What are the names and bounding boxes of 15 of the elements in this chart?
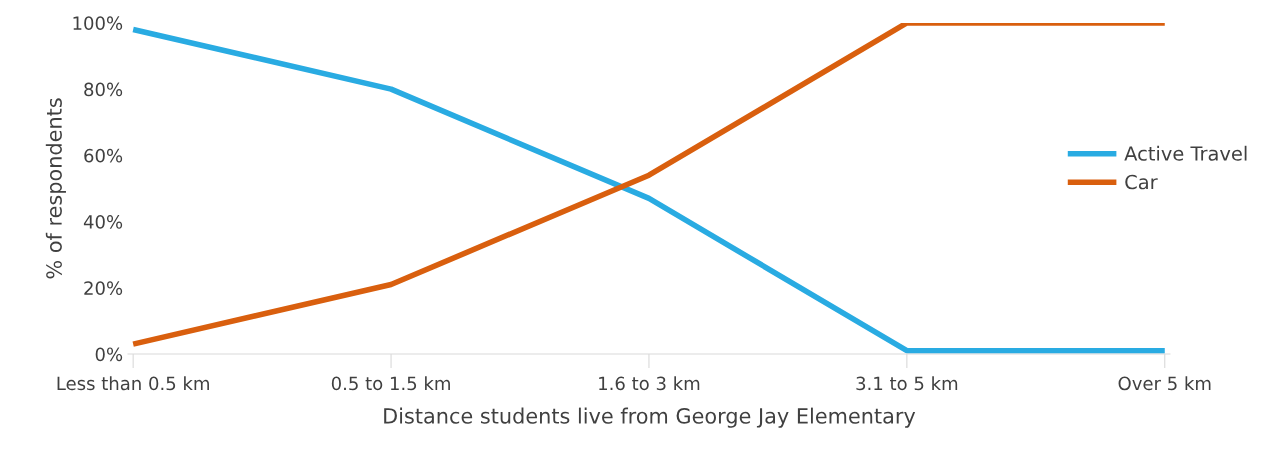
x-axis-title: Distance students live from George Jay Elementary [384, 407, 916, 428]
y-tick-label: 60% [84, 148, 123, 163]
y-tick-label: 20% [84, 281, 123, 295]
y-axis-title: % of respondents [45, 98, 66, 279]
x-tick-label: 3.1 to 5 km [856, 376, 958, 391]
legend-label: Active Travel [1124, 145, 1247, 161]
x-tick-label: Less than 0.5 km [57, 376, 209, 391]
legend-label: Car [1125, 174, 1158, 190]
y-tick-label: 80% [84, 82, 123, 97]
x-tick-label: Over 5 km [1118, 376, 1211, 391]
x-tick-label: 0.5 to 1.5 km [331, 376, 450, 391]
y-tick-label: 100% [73, 16, 123, 31]
y-tick-label: 40% [83, 215, 123, 229]
x-tick-label: 1.6 to 3 km [599, 376, 700, 391]
y-tick-label: 0% [95, 347, 123, 362]
